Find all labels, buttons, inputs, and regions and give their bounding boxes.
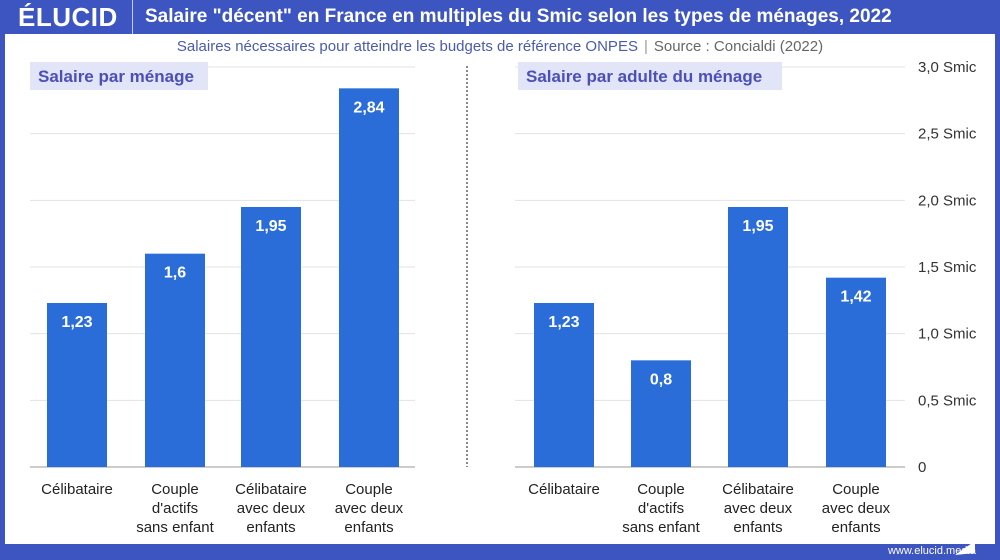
- category-label: Couple: [637, 481, 685, 498]
- bar: [241, 207, 301, 467]
- data-label: 1,95: [742, 218, 773, 235]
- category-label: d'actifs: [638, 500, 684, 517]
- y-tick-label: 2,5 Smic: [918, 126, 977, 143]
- category-label: Couple: [345, 481, 393, 498]
- bar: [47, 303, 107, 467]
- y-tick-label: 2,0 Smic: [918, 192, 977, 209]
- bar: [534, 303, 594, 467]
- footer-url[interactable]: www.elucid.media: [887, 545, 976, 557]
- header-divider: [132, 0, 133, 34]
- bar: [145, 253, 205, 467]
- category-label: Célibataire: [41, 481, 113, 498]
- elucid-mark-icon: [955, 541, 975, 555]
- logo: ÉLUCID: [18, 1, 118, 32]
- data-label: 1,42: [840, 289, 871, 306]
- data-label: 2,84: [353, 99, 384, 116]
- category-label: sans enfant: [136, 519, 214, 536]
- category-label: enfants: [733, 519, 782, 536]
- category-label: Couple: [832, 481, 880, 498]
- chart-title: Salaire "décent" en France en multiples …: [145, 6, 892, 27]
- data-label: 1,23: [548, 314, 579, 331]
- y-tick-label: 0: [918, 459, 926, 476]
- category-label: Célibataire: [235, 481, 307, 498]
- bar: [631, 360, 691, 467]
- subtitle: Salaires nécessaires pour atteindre les …: [0, 38, 1000, 55]
- data-label: 1,23: [61, 314, 92, 331]
- category-label: enfants: [344, 519, 393, 536]
- panel-label-bg: [30, 62, 208, 90]
- y-tick-label: 0,5 Smic: [918, 392, 977, 409]
- panel-title: Salaire par ménage: [38, 67, 194, 86]
- category-label: sans enfant: [622, 519, 700, 536]
- category-label: Couple: [151, 481, 199, 498]
- category-label: d'actifs: [152, 500, 198, 517]
- bar: [339, 88, 399, 467]
- panel-label-bg: [518, 62, 782, 90]
- category-label: avec deux: [335, 500, 404, 517]
- category-label: avec deux: [237, 500, 306, 517]
- category-label: enfants: [831, 519, 880, 536]
- category-label: enfants: [246, 519, 295, 536]
- category-label: Célibataire: [722, 481, 794, 498]
- header: ÉLUCID Salaire "décent" en France en mul…: [0, 0, 1000, 34]
- bar: [826, 277, 886, 467]
- data-label: 1,95: [255, 218, 286, 235]
- y-tick-label: 1,5 Smic: [918, 259, 977, 276]
- category-label: Célibataire: [528, 481, 600, 498]
- y-tick-label: 3,0 Smic: [918, 59, 977, 76]
- category-label: avec deux: [822, 500, 891, 517]
- data-label: 0,8: [650, 371, 672, 388]
- panel-title: Salaire par adulte du ménage: [526, 67, 762, 86]
- source: Source : Concialdi (2022): [653, 38, 824, 55]
- separator: |: [643, 38, 648, 55]
- y-tick-label: 1,0 Smic: [918, 326, 977, 343]
- subtitle-text: Salaires nécessaires pour atteindre les …: [176, 38, 638, 55]
- category-label: avec deux: [724, 500, 793, 517]
- bar: [728, 207, 788, 467]
- data-label: 1,6: [164, 265, 186, 282]
